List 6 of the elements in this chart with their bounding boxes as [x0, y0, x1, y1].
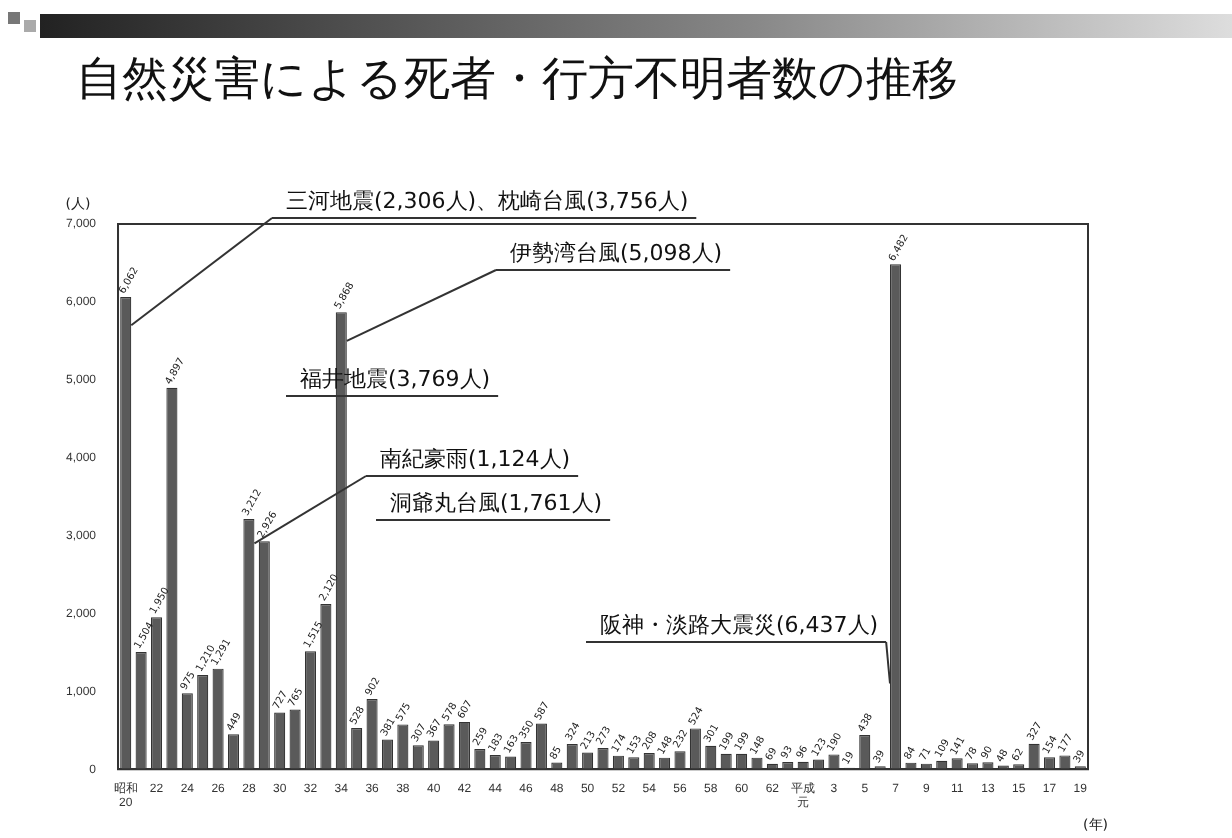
annotation: 伊勢湾台風(5,098人) — [510, 240, 723, 266]
annotation: 洞爺丸台風(1,761人) — [390, 490, 603, 516]
chart-title: 自然災害による死者・行方不明者数の推移 — [76, 52, 958, 110]
annotation: 南紀豪雨(1,124人) — [380, 446, 571, 472]
annotation: 阪神・淡路大震災(6,437人) — [600, 612, 879, 638]
annotation: 三河地震(2,306人)、枕崎台風(3,756人) — [286, 188, 689, 214]
